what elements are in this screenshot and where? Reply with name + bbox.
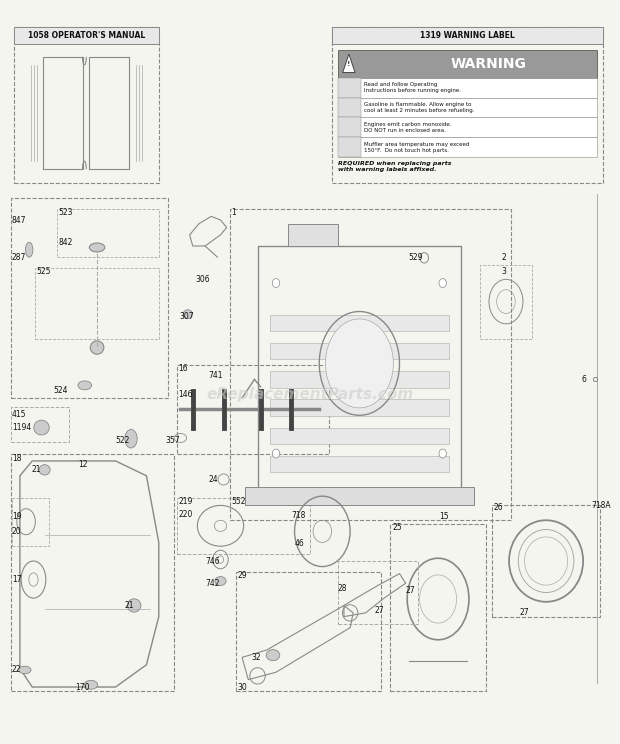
Bar [338,137,361,157]
Bar [338,137,597,157]
Text: Read and follow Operating
Instructions before running engine.: Read and follow Operating Instructions b… [364,82,461,93]
Text: 21: 21 [125,601,135,610]
Text: 12: 12 [79,460,88,469]
Text: 2: 2 [502,253,506,262]
Text: !: ! [347,62,350,68]
Text: 30: 30 [237,682,247,691]
Text: 21: 21 [31,465,40,475]
Ellipse shape [25,243,33,257]
Bar [14,28,159,44]
Bar [270,456,449,472]
Text: 522: 522 [115,436,130,445]
Text: 552: 552 [232,497,246,506]
Text: 287: 287 [12,253,26,262]
Ellipse shape [78,381,92,390]
Bar [270,371,449,388]
Text: 6: 6 [582,375,587,384]
Ellipse shape [125,429,137,448]
Text: 24: 24 [208,475,218,484]
Text: 220: 220 [179,510,193,519]
Ellipse shape [272,449,280,458]
Text: 22: 22 [12,665,21,675]
Ellipse shape [19,667,31,673]
Text: 307: 307 [179,312,194,321]
Text: 20: 20 [12,527,22,536]
Text: REQUIRED when replacing parts
with warning labels affixed.: REQUIRED when replacing parts with warni… [338,161,451,173]
Text: 1194: 1194 [12,423,31,432]
Ellipse shape [91,341,104,354]
Text: 742: 742 [205,579,219,588]
Bar [338,77,361,97]
Bar [288,224,338,246]
Text: 523: 523 [58,208,73,217]
Text: 18: 18 [12,455,21,464]
Ellipse shape [272,278,280,287]
Text: 29: 29 [237,571,247,580]
Text: 415: 415 [12,410,27,419]
Text: 718A: 718A [591,501,611,510]
Text: 17: 17 [12,575,22,584]
Text: 357: 357 [165,436,180,445]
Text: 25: 25 [392,523,402,532]
Bar [332,28,603,44]
Bar [270,400,449,416]
Text: 146: 146 [179,390,193,399]
Text: 746: 746 [205,557,219,565]
Bar [338,118,361,137]
Text: 27: 27 [520,609,529,618]
Text: 26: 26 [494,503,503,512]
Text: 170: 170 [76,682,90,691]
Bar [270,428,449,444]
Text: 306: 306 [196,275,210,284]
Text: 219: 219 [179,497,193,506]
Bar [338,50,597,77]
Text: 46: 46 [294,539,304,548]
Text: 3: 3 [502,267,506,277]
Text: 1319 WARNING LABEL: 1319 WARNING LABEL [420,31,515,40]
Text: 19: 19 [12,512,22,521]
Bar [338,77,597,97]
Text: Gasoline is flammable. Allow engine to
cool at least 2 minutes before refueling.: Gasoline is flammable. Allow engine to c… [364,102,474,113]
Bar [338,118,597,137]
Bar [338,97,361,118]
Ellipse shape [89,243,105,252]
Text: 1: 1 [232,208,236,217]
Bar [245,487,474,505]
Text: Muffler area temperature may exceed
150°F.  Do not touch hot parts.: Muffler area temperature may exceed 150°… [364,141,469,153]
Text: 718: 718 [291,510,306,519]
Text: 1058 OPERATOR'S MANUAL: 1058 OPERATOR'S MANUAL [28,31,145,40]
Ellipse shape [215,577,226,586]
Ellipse shape [439,449,446,458]
Text: 32: 32 [251,653,261,662]
Text: 27: 27 [375,606,384,615]
Ellipse shape [39,465,50,475]
Text: 524: 524 [54,386,68,395]
Ellipse shape [183,310,192,318]
Ellipse shape [84,680,98,689]
Text: eReplacementParts.com: eReplacementParts.com [206,387,414,402]
Text: 847: 847 [12,216,27,225]
Text: 15: 15 [440,512,450,521]
Text: 842: 842 [58,238,73,247]
Bar [270,343,449,359]
Text: 525: 525 [37,267,51,277]
Text: 529: 529 [409,253,423,262]
Text: Engines emit carbon monoxide.
DO NOT run in enclosed area.: Engines emit carbon monoxide. DO NOT run… [364,122,451,133]
Bar [257,246,461,490]
Text: 741: 741 [208,371,223,380]
Bar [270,315,449,331]
Polygon shape [343,54,355,73]
Text: 28: 28 [338,584,347,593]
Text: 16: 16 [179,364,188,373]
Ellipse shape [326,319,393,408]
Ellipse shape [127,599,141,612]
Bar [338,97,597,118]
Text: WARNING: WARNING [450,57,526,71]
Ellipse shape [266,650,280,661]
Ellipse shape [34,420,49,435]
Ellipse shape [439,278,446,287]
Text: 27: 27 [405,586,415,595]
